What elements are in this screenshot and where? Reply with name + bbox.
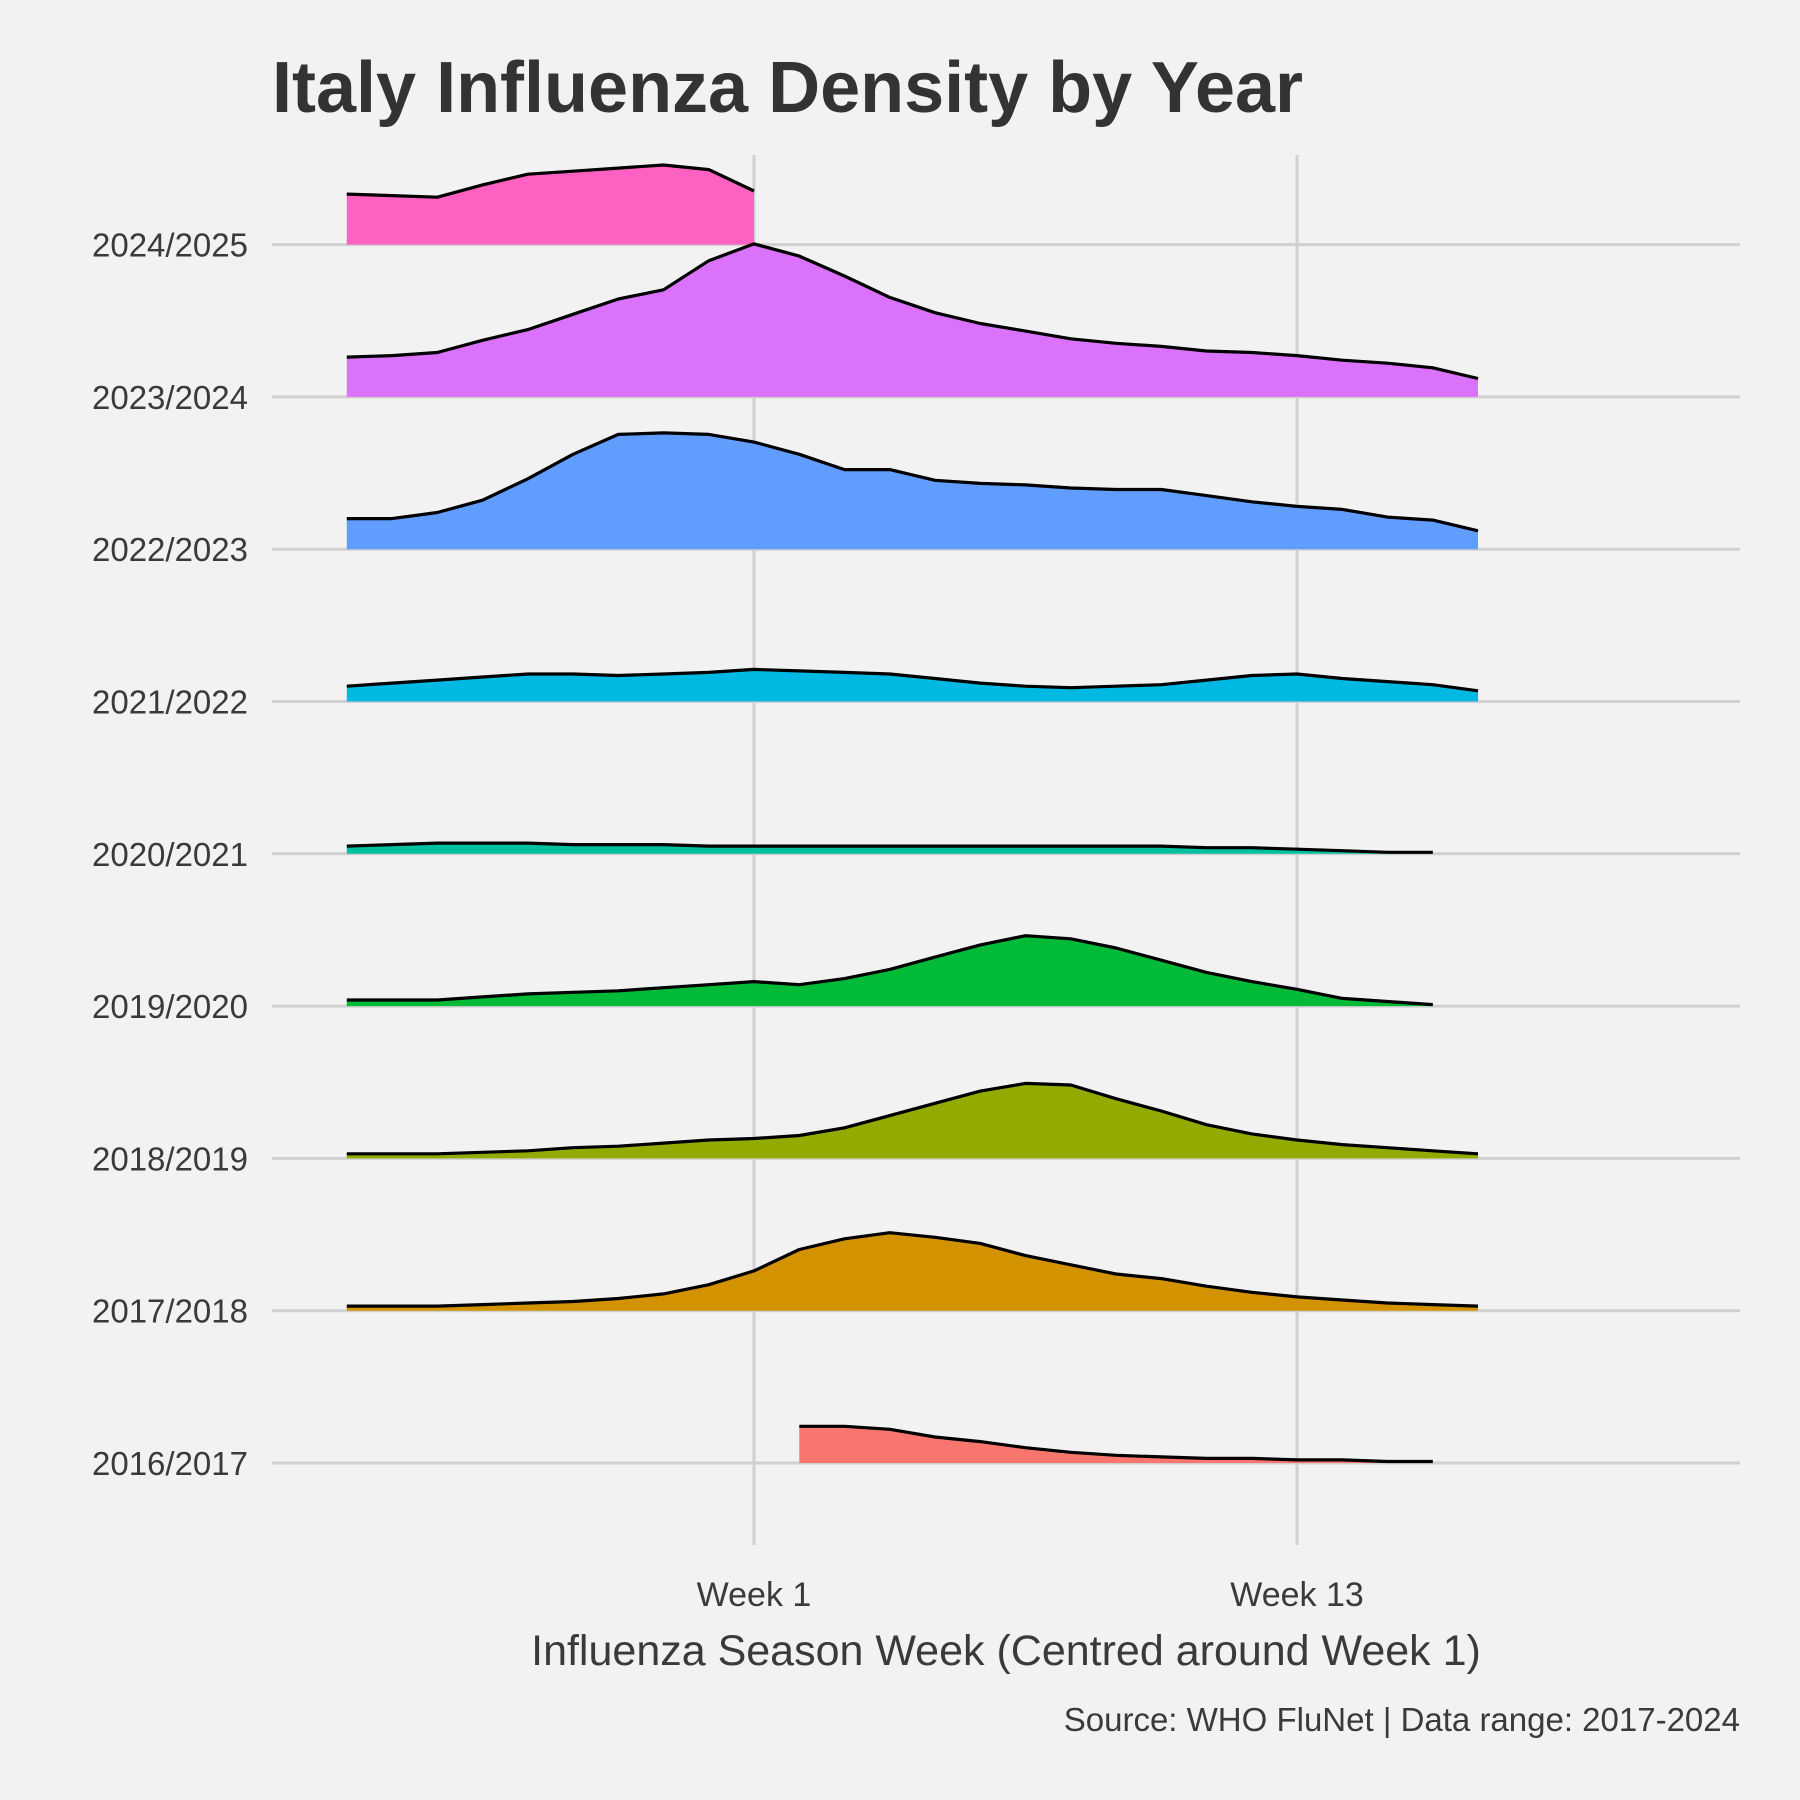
ridge-area (346, 165, 754, 245)
ridge-area (346, 1232, 1478, 1311)
ridge-2020-2021 (346, 841, 1433, 854)
ridges (346, 163, 1479, 1464)
x-tick-labels: Week 1 Week 13 (697, 1576, 1364, 1614)
x-tick-label: Week 13 (1230, 1576, 1364, 1614)
y-tick-label: 2020/2021 (92, 836, 248, 873)
y-tick-label: 2017/2018 (92, 1293, 248, 1330)
ridge-area (799, 1426, 1433, 1463)
ridge-area (346, 243, 1478, 397)
y-tick-label: 2023/2024 (92, 379, 248, 416)
ridge-line (346, 431, 1479, 533)
ridge-area (346, 432, 1478, 550)
y-tick-label: 2018/2019 (92, 1140, 248, 1177)
y-tick-label: 2021/2022 (92, 684, 248, 721)
ridge-2024-2025 (346, 163, 755, 245)
ridge-line (346, 242, 1479, 381)
ridge-line (346, 667, 1479, 693)
y-tick-labels: 2016/2017 2017/2018 2018/2019 2019/2020 2020… (92, 227, 248, 1482)
ridge-2019-2020 (346, 934, 1433, 1007)
y-tick-label: 2016/2017 (92, 1445, 248, 1482)
y-tick-label: 2022/2023 (92, 531, 248, 568)
ridge-area (346, 1083, 1478, 1159)
ridge-line (346, 934, 1433, 1007)
ridge-line (799, 1424, 1433, 1464)
chart-title: Italy Influenza Density by Year (272, 48, 1303, 128)
ridge-2018-2019 (346, 1081, 1479, 1159)
y-tick-label: 2024/2025 (92, 227, 248, 264)
ridge-line (346, 841, 1433, 854)
ridge-area (346, 669, 1478, 702)
y-tick-label: 2019/2020 (92, 988, 248, 1025)
ridge-line (346, 163, 755, 199)
ridge-line (346, 1231, 1479, 1308)
ridge-2017-2018 (346, 1231, 1479, 1311)
ridge-2022-2023 (346, 431, 1479, 550)
ridge-line (346, 1081, 1479, 1156)
chart-caption: Source: WHO FluNet | Data range: 2017-20… (1064, 1701, 1740, 1738)
ridge-2016-2017 (799, 1424, 1433, 1464)
x-axis-title: Influenza Season Week (Centred around We… (531, 1627, 1481, 1675)
ridge-2023-2024 (346, 242, 1479, 397)
x-tick-label: Week 1 (697, 1576, 812, 1614)
ridge-2021-2022 (346, 667, 1479, 702)
